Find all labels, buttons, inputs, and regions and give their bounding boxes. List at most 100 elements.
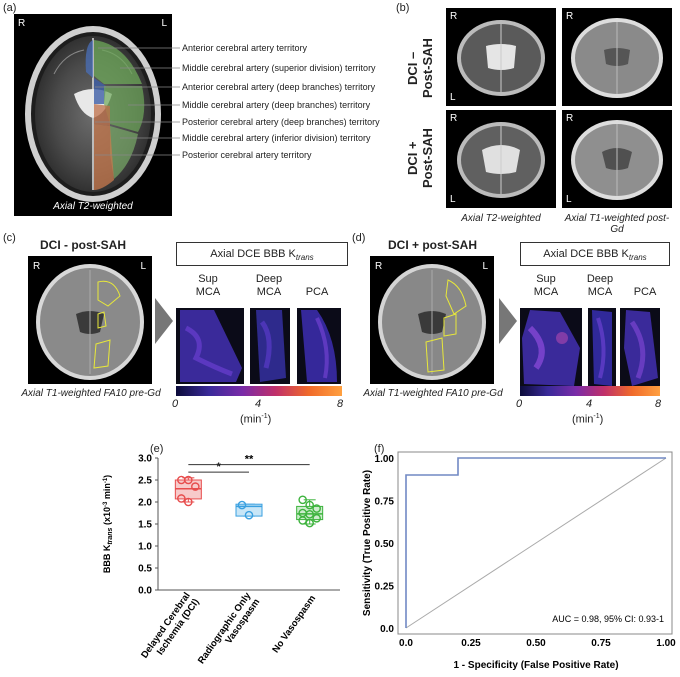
panel-f-label: (f) [374,443,385,455]
box-data-point [184,497,193,507]
roc-curve [405,457,666,628]
panel-a-caption: Axial T2-weighted [53,201,133,212]
roc-ytick-label: 0.75 [375,497,395,508]
box-ylabel: BBB Ktrans (x10-3 min-1) [102,475,114,573]
panel-c-cbar-tick-0: 0 [172,398,179,410]
panel-c-r-marker: R [33,261,41,272]
panel-b-t2-dci-plus: R L [446,110,556,208]
territory-label-5: Posterior cerebral artery (deep branches… [182,117,380,127]
roc-ytick-label: 0.25 [375,582,395,593]
territory-label-4: Middle cerebral artery (deep branches) t… [182,100,371,110]
panel-a-r-marker: R [18,18,26,29]
panel-c-colorbar [176,386,342,396]
roc-diagonal [405,457,667,629]
box-plot-chart: 0.00.51.01.52.02.53.0 ***Delayed Cerebra… [102,454,340,672]
roc-xlabel: 1 - Specificity (False Positive Rate) [453,660,618,671]
box-data-point [191,482,200,491]
box-data-point [305,518,314,528]
box-data-point [177,494,186,503]
panel-b-t1-dci-plus: R L [562,110,672,208]
roc-ylabel: Sensitivity (True Positive Rate) [362,470,373,616]
panel-d-colorbar [520,386,660,396]
panel-c-unit: (min-1) [240,413,272,426]
territory-label-7: Posterior cerebral artery territory [182,150,312,160]
panel-d-region-pca: PCA [633,286,657,298]
panel-d-l-marker: L [482,261,488,272]
significance-label: * [217,461,222,473]
box-category-label: Delayed CerebralIschemia (DCI) [139,591,202,667]
box-data-point [184,475,193,485]
roc-ytick-label: 1.00 [375,454,395,465]
panel-d-box-title: Axial DCE BBB Ktrans [520,242,670,266]
panel-d-ktrans-sup-mca [520,308,582,388]
roc-xtick-label: 0.25 [461,638,481,649]
territory-label-6: Middle cerebral artery (inferior divisio… [182,133,371,143]
panel-c-ktrans-sup-mca [176,308,244,384]
panel-c-cbar-tick-4: 4 [255,398,262,410]
box-category-label: Radiographic OnlyVasospasm [196,590,263,672]
panel-d-caption: Axial T1-weighted FA10 pre-Gd [363,388,503,399]
panel-a-l-marker: L [161,18,167,29]
panel-b-row1-label: DCI – Post-SAH [405,38,435,98]
roc-ytick-label: 0.50 [375,539,395,550]
box-data-point [305,500,314,510]
panel-d-ktrans-deep-mca [588,308,616,388]
panel-c-heading: DCI - post-SAH [40,238,126,252]
panel-d-unit: (min-1) [572,413,604,426]
significance-label: ** [245,454,254,466]
box-ytick-label: 1.5 [138,520,152,531]
roc-xtick-label: 1.00 [656,638,676,649]
panel-c-label: (c) [3,232,16,244]
panel-b-l-marker-3: L [450,194,456,205]
panel-b-r-marker-1: R [450,11,458,22]
box-category-label: No Vasospasm [270,593,318,655]
panel-b-row2-label: DCI + Post-SAH [405,128,435,188]
panel-c-ktrans-deep-mca [250,308,290,384]
panel-d-region-sup-mca: Sup MCA [533,273,559,298]
territory-label-3: Anterior cerebral artery (deep branches)… [182,82,376,92]
panel-c-box-title: Axial DCE BBB Ktrans [176,242,348,266]
panel-c-l-marker: L [140,261,146,272]
panel-b-r-marker-3: R [450,113,458,124]
panel-a-label: (a) [3,2,17,14]
roc-xtick-label: 0.50 [526,638,546,649]
box-data-point [298,495,307,505]
box-ytick-label: 0.5 [138,564,152,575]
panel-b-r-marker-2: R [566,11,574,22]
box-data-point [305,510,314,519]
roc-xtick-label: 0.0 [399,638,413,649]
panel-c-region-pca: PCA [305,286,329,298]
panel-d-arrow-icon [499,298,517,344]
territory-label-2: Middle cerebral artery (superior divisio… [182,63,376,73]
roc-xtick-label: 0.75 [591,638,611,649]
box-data-point [237,500,247,510]
panel-c-t1-image: R L [28,256,152,384]
panel-b-caption-left: Axial T2-weighted [461,213,541,224]
box-data-point [298,516,307,525]
panel-b-l-marker-4: L [566,194,572,205]
panel-b-label: (b) [396,2,410,14]
panel-c-cbar-tick-8: 8 [337,398,344,410]
panel-c-region-deep-mca: Deep MCA [255,273,283,298]
panel-b-t2-dci-minus: R L [446,8,556,106]
box-ytick-label: 0.0 [138,586,152,597]
box-ytick-label: 2.5 [138,476,152,487]
territory-label-1: Anterior cerebral artery territory [182,43,308,53]
roc-frame [397,451,673,635]
panel-b-caption-right: Axial T1-weighted post-Gd [564,213,670,235]
panel-b-t1-dci-minus: R [562,8,672,106]
panel-d-label: (d) [352,232,366,244]
roc-auc-annotation: AUC = 0.98, 95% CI: 0.93-1 [552,614,664,624]
panel-d-heading: DCI + post-SAH [388,238,478,252]
box-data-point [312,504,321,513]
panel-d-ktrans-pca [620,308,660,388]
panel-a-leader-lines [95,47,180,156]
box-ytick-label: 3.0 [138,454,152,465]
panel-d-cbar-tick-8: 8 [655,398,662,410]
box-data-point [312,513,321,523]
panel-b-r-marker-4: R [566,113,574,124]
box-data-point [244,510,254,520]
roc-chart: 0.0 0.25 0.50 0.75 1.00 0.0 0.25 0.50 0.75 1.00 AU… [362,451,676,671]
panel-e-label: (e) [150,443,164,455]
panel-c-region-sup-mca: Sup MCA [195,273,221,298]
